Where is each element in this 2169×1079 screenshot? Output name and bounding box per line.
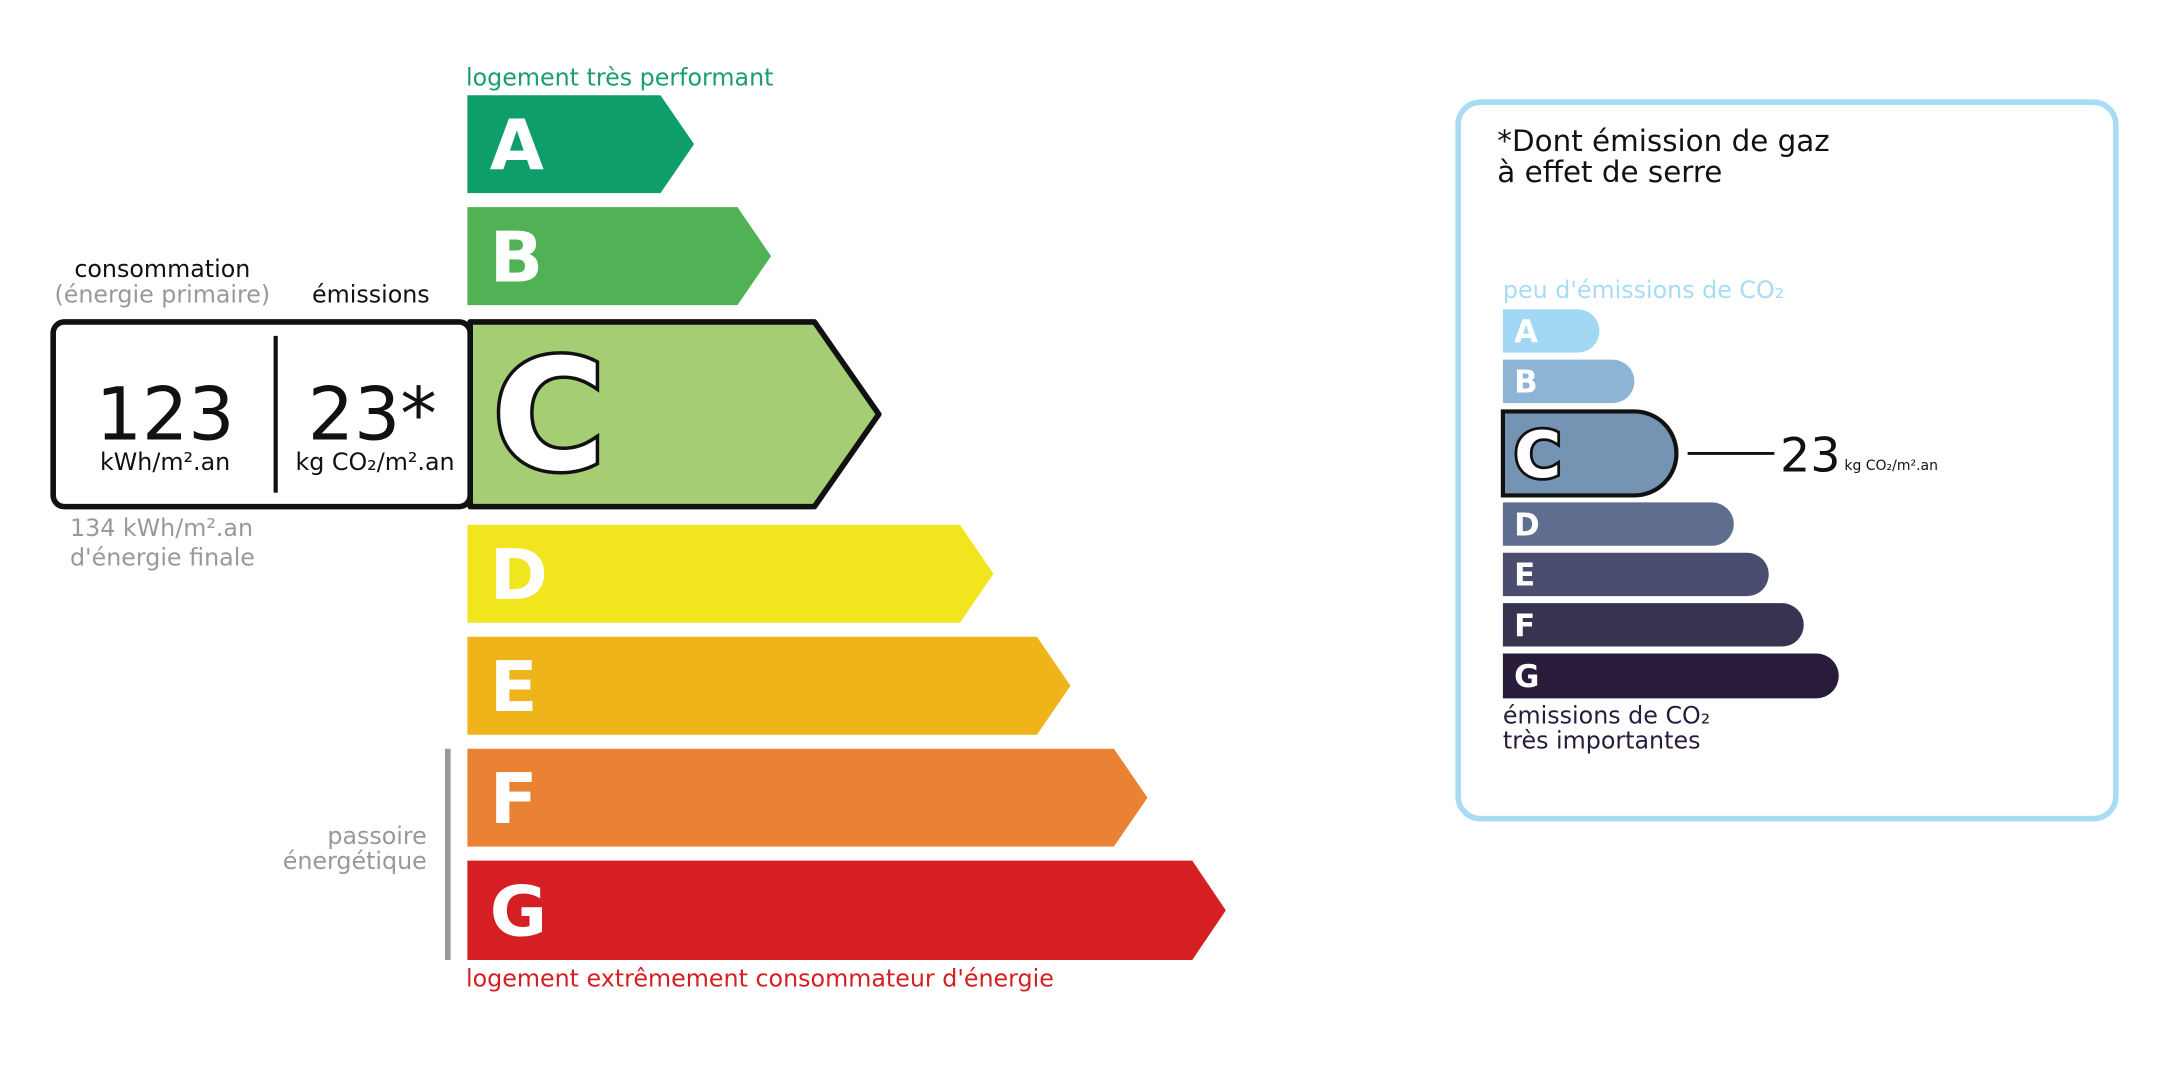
energy-class-letter: D — [490, 535, 548, 616]
energy-class-arrow — [467, 524, 994, 623]
energy-class-arrow — [467, 207, 772, 306]
emission-class-bar — [1502, 502, 1734, 546]
emissions-label: émissions — [312, 280, 430, 308]
emission-class-letter: C — [1514, 418, 1561, 493]
energy-class-arrow — [467, 636, 1071, 735]
final-energy: 134 kWh/m².an — [70, 514, 253, 542]
energy-class-arrow — [467, 95, 695, 194]
passoire-label: énergétique — [283, 847, 427, 875]
emissions-value: 23* — [308, 372, 437, 457]
emission-value: 23 — [1780, 429, 1841, 484]
current-box — [50, 319, 473, 510]
emission-class-bar — [1502, 603, 1804, 647]
emission-class-bar — [1502, 653, 1839, 699]
energy-class-letter: C — [493, 327, 606, 506]
consumption-unit: kWh/m².an — [100, 448, 230, 476]
emission-class-bar — [1502, 359, 1635, 404]
energy-class-letter: B — [490, 217, 543, 298]
emission-class-bar — [1502, 552, 1769, 597]
panel-title: *Dont émission de gaz — [1497, 124, 1829, 158]
emission-class-letter: B — [1514, 365, 1537, 401]
energy-class-arrow — [467, 860, 1226, 961]
emissions-panel — [1455, 99, 2119, 822]
consumption-label: consommation — [74, 255, 250, 283]
energy-class-letter: A — [490, 105, 544, 186]
emission-class-bar — [1500, 409, 1679, 498]
energy-class-letter: F — [490, 759, 538, 840]
emissions-unit: kg CO₂/m².an — [295, 448, 454, 476]
energy-class-arrow — [467, 748, 1148, 847]
passoire-label: passoire — [327, 822, 426, 850]
bottom-label: logement extrêmement consommateur d'éner… — [466, 965, 1054, 993]
panel-title: à effet de serre — [1497, 155, 1722, 189]
consumption-value: 123 — [96, 372, 235, 457]
emission-class-letter: G — [1514, 659, 1539, 695]
emissions-top-label: peu d'émissions de CO₂ — [1503, 276, 1784, 304]
emissions-bottom-label: très importantes — [1503, 727, 1701, 755]
energy-class-letter: E — [490, 647, 538, 728]
final-energy: d'énergie finale — [70, 543, 255, 571]
emission-class-bar — [1502, 309, 1600, 353]
energy-class-letter: G — [490, 872, 547, 953]
emission-class-letter: A — [1514, 314, 1538, 350]
emission-class-letter: E — [1514, 558, 1535, 594]
emission-class-letter: F — [1514, 608, 1535, 644]
emission-unit: kg CO₂/m².an — [1844, 458, 1938, 474]
consumption-sublabel: (énergie primaire) — [54, 280, 270, 308]
emissions-bottom-label: émissions de CO₂ — [1503, 702, 1710, 730]
emission-class-letter: D — [1514, 507, 1540, 543]
top-label: logement très performant — [466, 63, 774, 91]
